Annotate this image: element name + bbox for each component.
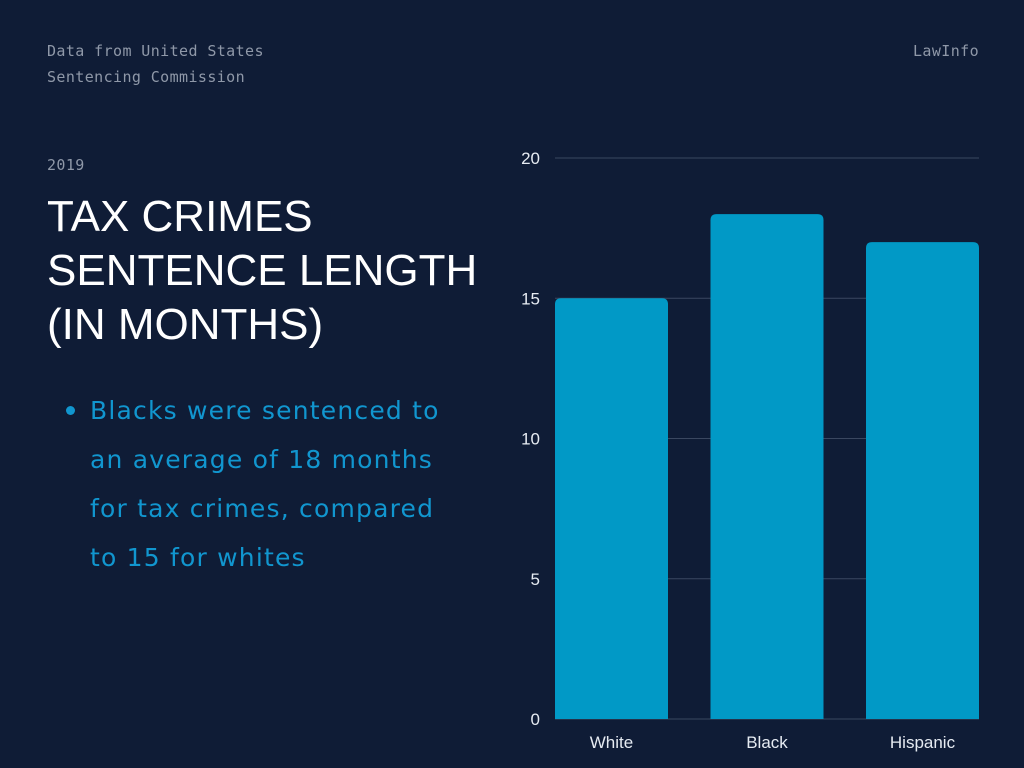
bar-hispanic [866,242,979,719]
y-tick-label: 15 [521,289,540,308]
bullet-list: Blacks were sentenced to an average of 1… [62,386,472,582]
bullet-line-4: to 15 for whites [90,543,306,572]
title-line-3: (IN MONTHS) [47,300,324,349]
brand-name: LawInfo [912,42,979,60]
source-line-1: Data from United States [47,42,264,60]
bullet-line-1: Blacks were sentenced to [90,396,440,425]
source-line-2: Sentencing Commission [47,68,246,86]
x-tick-label: Hispanic [890,733,956,752]
x-axis-labels: White Black Hispanic [590,733,956,752]
year-label: 2019 [47,156,85,174]
x-tick-label: Black [746,733,788,752]
y-tick-label: 10 [521,430,540,449]
y-tick-label: 0 [531,710,540,729]
bullet-line-2: an average of 18 months [90,445,433,474]
y-axis-ticks: 0 5 10 15 20 [521,149,540,729]
bar-black [710,214,824,719]
bullet-item: Blacks were sentenced to an average of 1… [62,386,472,582]
bar-chart: 0 5 10 15 20 White Black Hispanic [521,149,979,752]
title-line-2: SENTENCE LENGTH [47,246,478,295]
bullet-dot-icon [66,406,75,415]
bars [555,214,979,719]
bullet-line-3: for tax crimes, compared [90,494,435,523]
y-tick-label: 20 [521,149,540,168]
y-tick-label: 5 [531,570,540,589]
bar-white [555,298,668,719]
x-tick-label: White [590,733,633,752]
page-title: TAX CRIMES SENTENCE LENGTH (IN MONTHS) [47,190,507,352]
title-line-1: TAX CRIMES [47,192,313,241]
data-source: Data from United States Sentencing Commi… [47,38,327,90]
